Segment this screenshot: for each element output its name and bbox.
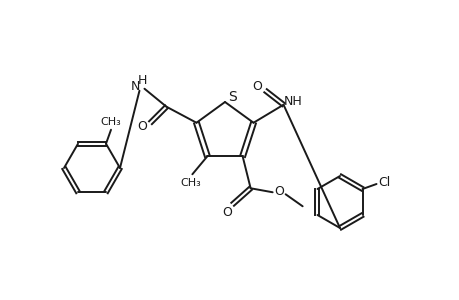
Text: NH: NH — [284, 95, 302, 108]
Text: O: O — [274, 185, 284, 198]
Text: S: S — [228, 90, 237, 104]
Text: CH₃: CH₃ — [101, 117, 121, 127]
Text: CH₃: CH₃ — [179, 178, 200, 188]
Text: H: H — [138, 74, 147, 87]
Text: N: N — [130, 80, 140, 93]
Text: O: O — [222, 206, 232, 219]
Text: O: O — [252, 80, 262, 93]
Text: Cl: Cl — [378, 176, 390, 188]
Text: O: O — [137, 120, 147, 133]
